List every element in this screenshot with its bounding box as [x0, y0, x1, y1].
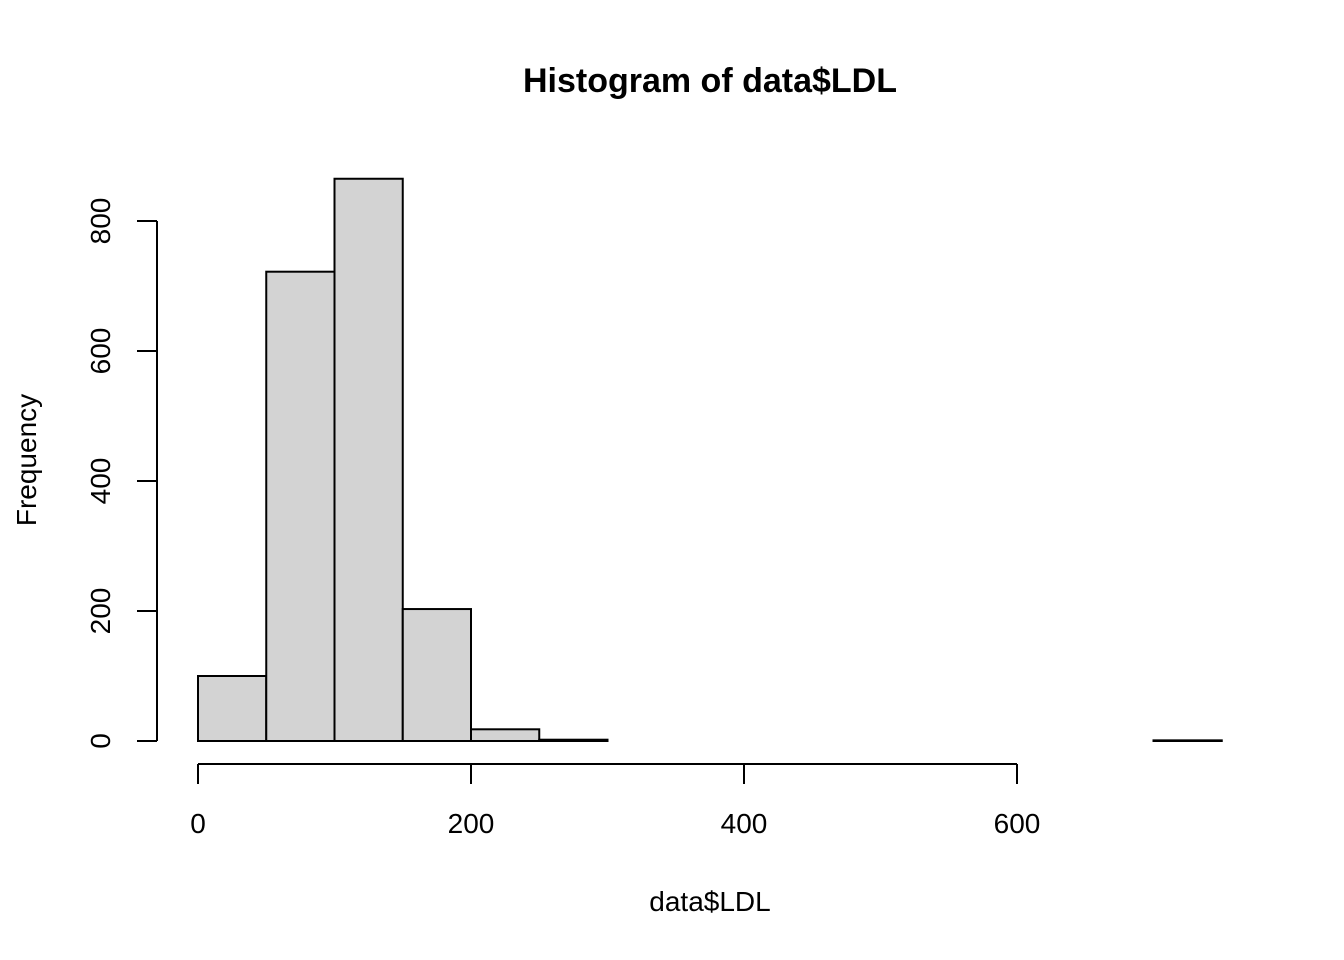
- x-axis: 0 200 400 600: [190, 763, 1041, 839]
- y-tick-label: 600: [85, 328, 116, 375]
- x-axis-label: data$LDL: [649, 886, 770, 917]
- x-tick-label: 0: [190, 808, 206, 839]
- histogram-bar-3: [401, 608, 472, 742]
- y-tick-label: 400: [85, 458, 116, 505]
- x-tick-label: 600: [994, 808, 1041, 839]
- histogram-bar-1: [265, 270, 336, 742]
- chart-title: Histogram of data$LDL: [523, 62, 897, 100]
- x-tick-label: 200: [448, 808, 495, 839]
- histogram-bar-2: [333, 177, 404, 742]
- histogram-bar-4: [470, 728, 541, 742]
- histogram-bar-14: [1152, 739, 1223, 742]
- y-tick-label: 200: [85, 588, 116, 635]
- y-axis: 0 200 400 600 800: [85, 198, 158, 749]
- histogram-bar-5: [538, 738, 609, 743]
- y-axis-label: Frequency: [11, 394, 42, 526]
- histogram-bar-0: [197, 675, 268, 742]
- x-tick-label: 400: [721, 808, 768, 839]
- bars-group: [197, 177, 1223, 743]
- y-tick-label: 0: [85, 733, 116, 749]
- y-tick-label: 800: [85, 198, 116, 245]
